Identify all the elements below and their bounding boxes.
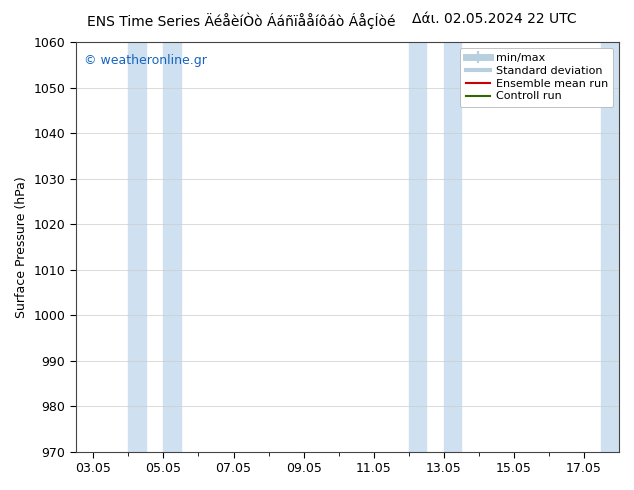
Text: Δάι. 02.05.2024 22 UTC: Δάι. 02.05.2024 22 UTC [412,12,577,26]
Y-axis label: Surface Pressure (hPa): Surface Pressure (hPa) [15,176,28,318]
Text: ENS Time Series ÄéåèíÒò Ááñïååíôáò ÁåçÍòé: ENS Time Series ÄéåèíÒò Ááñïååíôáò ÁåçÍò… [87,12,395,29]
Bar [409,42,426,452]
Bar [129,42,146,452]
Bar [164,42,181,452]
Text: © weatheronline.gr: © weatheronline.gr [84,54,207,67]
Bar [602,42,634,452]
Legend: min/max, Standard deviation, Ensemble mean run, Controll run: min/max, Standard deviation, Ensemble me… [460,48,614,107]
Bar [444,42,462,452]
